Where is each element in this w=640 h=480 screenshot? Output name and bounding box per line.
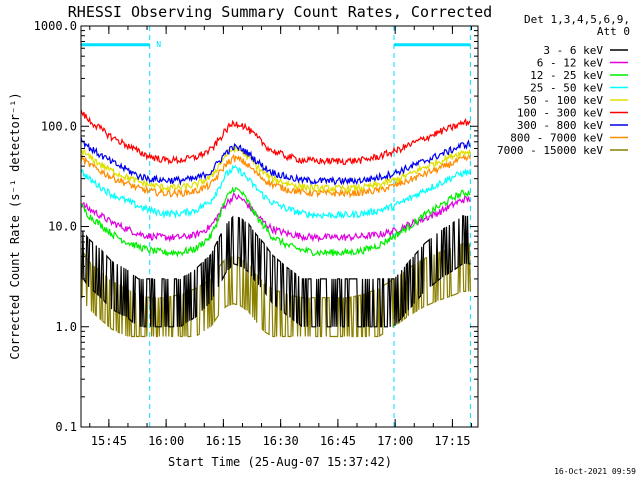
- night-label: N: [156, 40, 161, 49]
- legend-header-line-2: Att 0: [597, 25, 630, 38]
- series-line: [80, 137, 471, 186]
- x-tick-label: 17:15: [434, 434, 470, 448]
- x-tick-label: 16:15: [205, 434, 241, 448]
- x-tick-label: 16:30: [263, 434, 299, 448]
- y-tick-label: 1000.0: [34, 19, 77, 33]
- legend-label: 6 - 12 keV: [537, 57, 604, 70]
- x-axis: 15:45 16:00 16:15 16:30 16:45 17:00 17:15: [89, 26, 473, 448]
- legend-label: 12 - 25 keV: [530, 69, 603, 82]
- data-series: [80, 109, 471, 338]
- series-line: [80, 215, 471, 328]
- x-axis-label: Start Time (25-Aug-07 15:37:42): [168, 455, 392, 469]
- generation-timestamp: 16-Oct-2021 09:59: [554, 467, 636, 476]
- legend-label: 7000 - 15000 keV: [497, 144, 603, 157]
- legend-header-line-1: Det 1,3,4,5,6,9,: [524, 13, 630, 26]
- y-axis: 0.1 1.0 10.0 100.0 1000.0: [34, 19, 478, 434]
- y-tick-label: 0.1: [55, 420, 77, 434]
- series-line: [80, 109, 471, 166]
- legend-label: 100 - 300 keV: [517, 107, 603, 120]
- y-tick-label: 100.0: [41, 119, 77, 133]
- legend-label: 50 - 100 keV: [524, 94, 604, 107]
- series-line: [80, 192, 471, 243]
- legend-label: 300 - 800 keV: [517, 119, 603, 132]
- series-line: [80, 186, 471, 258]
- series-line: [80, 145, 471, 194]
- x-tick-label: 17:00: [377, 434, 413, 448]
- y-tick-label: 1.0: [55, 320, 77, 334]
- chart-title: RHESSI Observing Summary Count Rates, Co…: [68, 3, 492, 21]
- legend-label: 800 - 7000 keV: [510, 132, 603, 145]
- y-tick-label: 10.0: [48, 220, 77, 234]
- legend-label: 3 - 6 keV: [543, 44, 603, 57]
- legend-label: 25 - 50 keV: [530, 82, 603, 95]
- x-tick-label: 16:00: [148, 434, 184, 448]
- series-line: [80, 164, 471, 220]
- x-tick-label: 16:45: [320, 434, 356, 448]
- x-tick-label: 15:45: [91, 434, 127, 448]
- y-axis-label: Corrected Count Rate (s⁻¹ detector⁻¹): [8, 92, 22, 359]
